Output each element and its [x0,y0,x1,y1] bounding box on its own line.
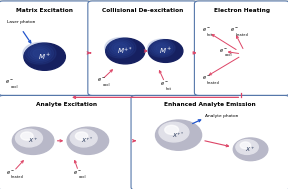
Text: cool: cool [103,83,111,87]
Circle shape [105,38,136,58]
Text: $M^+$: $M^+$ [38,52,51,62]
Circle shape [148,40,183,62]
FancyBboxPatch shape [0,95,134,189]
Text: $X^+$: $X^+$ [245,145,256,154]
Circle shape [165,125,179,134]
FancyBboxPatch shape [131,95,288,189]
Circle shape [24,43,65,70]
Text: $X^{+*}$: $X^{+*}$ [172,130,185,140]
Circle shape [154,43,169,53]
Circle shape [25,44,54,63]
Text: heated: heated [207,81,220,85]
Circle shape [106,38,145,64]
Circle shape [114,44,127,52]
Text: $e^-$: $e^-$ [219,47,228,55]
Text: $e^-$: $e^-$ [6,169,14,177]
Circle shape [240,142,251,149]
Text: $e^-$: $e^-$ [160,80,168,88]
Text: Analyte Excitation: Analyte Excitation [36,102,97,107]
Text: hot: hot [207,33,213,36]
Text: cool: cool [11,85,18,89]
Text: $e^-$: $e^-$ [73,169,82,177]
Text: $e^-$: $e^-$ [202,74,210,82]
Text: cool: cool [225,53,232,57]
Text: $X^{+*}$: $X^{+*}$ [82,136,94,146]
Text: Matrix Excitation: Matrix Excitation [16,8,73,12]
Text: $M^{+*}$: $M^{+*}$ [117,45,133,57]
Text: cool: cool [79,175,86,179]
Circle shape [33,49,46,58]
Text: $e^-$: $e^-$ [5,78,14,86]
Circle shape [156,45,167,52]
Circle shape [75,132,88,140]
Circle shape [107,39,134,57]
Text: Collisional De-excitation: Collisional De-excitation [102,8,183,12]
Circle shape [233,138,268,161]
Circle shape [236,140,258,154]
Text: heated: heated [11,175,24,179]
Circle shape [109,41,131,55]
Circle shape [21,132,33,140]
Circle shape [30,47,49,59]
FancyBboxPatch shape [194,1,288,95]
Circle shape [70,129,97,147]
Circle shape [159,122,189,142]
Text: Electron Heating: Electron Heating [214,8,270,12]
FancyBboxPatch shape [0,1,91,95]
Text: hot: hot [166,87,172,91]
Circle shape [67,127,109,154]
Circle shape [16,129,42,147]
Circle shape [112,42,129,53]
Circle shape [12,127,54,154]
Text: $M^+$: $M^+$ [159,46,172,56]
Text: $X^+$: $X^+$ [28,136,38,145]
Circle shape [147,39,175,57]
Circle shape [28,46,51,61]
Text: Laser photon: Laser photon [7,20,36,24]
Circle shape [149,40,173,56]
Circle shape [23,42,56,64]
Circle shape [156,120,202,150]
Text: $e^-$: $e^-$ [202,26,210,34]
Circle shape [151,42,171,55]
Text: heated: heated [236,33,249,36]
Text: $e^-$: $e^-$ [230,26,239,34]
FancyBboxPatch shape [88,1,197,95]
Text: $e^-$: $e^-$ [97,76,106,84]
Text: Analyte photon: Analyte photon [205,114,238,118]
Text: Enhanced Analyte Emission: Enhanced Analyte Emission [164,102,256,107]
